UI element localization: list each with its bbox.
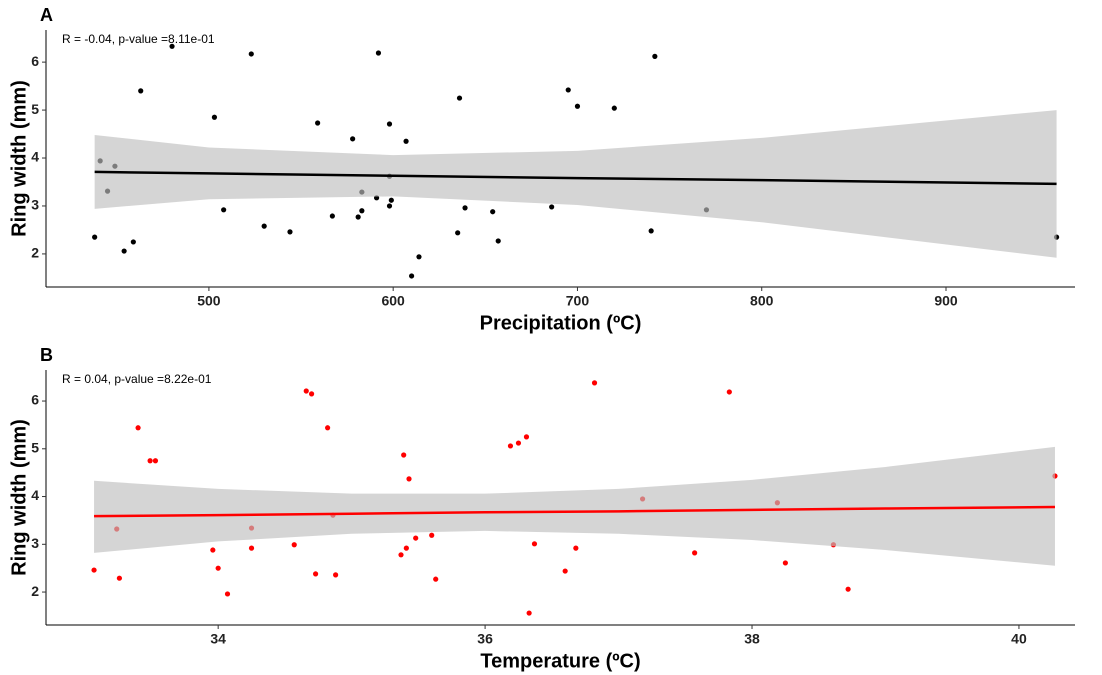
point [315, 120, 321, 126]
y-tick-label: 2 [31, 583, 39, 599]
x-axis-label: Temperature (ºC) [480, 650, 640, 672]
point [574, 103, 581, 109]
point [611, 105, 617, 111]
point [329, 213, 335, 219]
point [562, 568, 568, 574]
point [652, 53, 658, 59]
point [386, 121, 393, 127]
point [359, 208, 365, 214]
x-tick-label: 38 [744, 631, 760, 647]
point [350, 136, 356, 142]
x-tick-label: 34 [210, 631, 226, 647]
confidence-band [94, 110, 1057, 258]
point [121, 248, 127, 254]
point [386, 203, 393, 209]
point [211, 114, 218, 120]
point [549, 204, 555, 210]
point [215, 565, 221, 571]
y-axis-label: Ring width (mm) [8, 80, 30, 237]
point [523, 434, 530, 440]
fit-line [94, 505, 1055, 518]
x-axis-label: Precipitation (ºC) [480, 312, 642, 334]
point [648, 228, 654, 234]
point [409, 273, 415, 279]
confidence-band [94, 446, 1055, 566]
point [248, 545, 255, 551]
x-tick-label: 500 [197, 293, 221, 309]
x-tick-label: 600 [381, 293, 405, 309]
point [312, 571, 319, 577]
point [388, 197, 394, 203]
point [116, 575, 123, 581]
point [531, 541, 538, 547]
y-axis-label: Ring width (mm) [8, 419, 30, 576]
point [287, 229, 293, 235]
point [416, 254, 422, 260]
point [403, 545, 409, 551]
point [515, 440, 522, 446]
x-tick-label: 700 [566, 293, 590, 309]
point [130, 239, 136, 245]
point [261, 223, 267, 229]
point [456, 95, 463, 101]
y-tick-label: 2 [31, 245, 39, 261]
point [147, 458, 153, 464]
y-tick-label: 6 [31, 53, 39, 69]
point [224, 591, 231, 597]
point [138, 88, 144, 94]
point [303, 388, 309, 394]
point [291, 542, 297, 548]
point [726, 389, 732, 395]
y-tick-label: 5 [31, 439, 39, 455]
point [462, 205, 468, 211]
point [248, 51, 254, 57]
point [526, 610, 532, 616]
point [495, 238, 501, 244]
point [169, 43, 175, 49]
point [152, 458, 159, 464]
point [565, 87, 571, 93]
point [845, 586, 851, 592]
point [507, 443, 514, 449]
point [221, 207, 227, 213]
y-tick-label: 4 [31, 487, 39, 503]
point [591, 380, 598, 386]
y-tick-label: 5 [31, 101, 39, 117]
point [782, 560, 788, 566]
point [433, 576, 439, 582]
point [573, 545, 579, 551]
point [333, 572, 339, 578]
fit-line [94, 170, 1057, 186]
point [692, 550, 698, 556]
point [135, 425, 141, 431]
y-tick-label: 6 [31, 392, 39, 408]
y-tick-label: 3 [31, 197, 39, 213]
panel-tag: B [40, 345, 53, 365]
annotation: R = -0.04, p-value =8.11e-01 [62, 32, 215, 46]
point [413, 535, 419, 541]
point [355, 214, 361, 220]
point [308, 391, 315, 397]
point [325, 425, 331, 431]
x-tick-label: 900 [934, 293, 958, 309]
point [375, 50, 382, 56]
point [490, 209, 496, 215]
y-tick-label: 3 [31, 535, 39, 551]
point [210, 547, 216, 553]
point [401, 452, 407, 458]
point [91, 567, 97, 573]
point [429, 532, 435, 538]
point [92, 234, 98, 240]
x-tick-label: 36 [477, 631, 493, 647]
annotation: R = 0.04, p-value =8.22e-01 [62, 372, 212, 386]
point [403, 138, 409, 144]
x-tick-label: 40 [1011, 631, 1027, 647]
y-tick-label: 4 [31, 149, 39, 165]
point [406, 476, 412, 482]
x-tick-label: 800 [750, 293, 774, 309]
point [455, 230, 461, 236]
panel-tag: A [40, 5, 53, 25]
point [398, 552, 404, 558]
